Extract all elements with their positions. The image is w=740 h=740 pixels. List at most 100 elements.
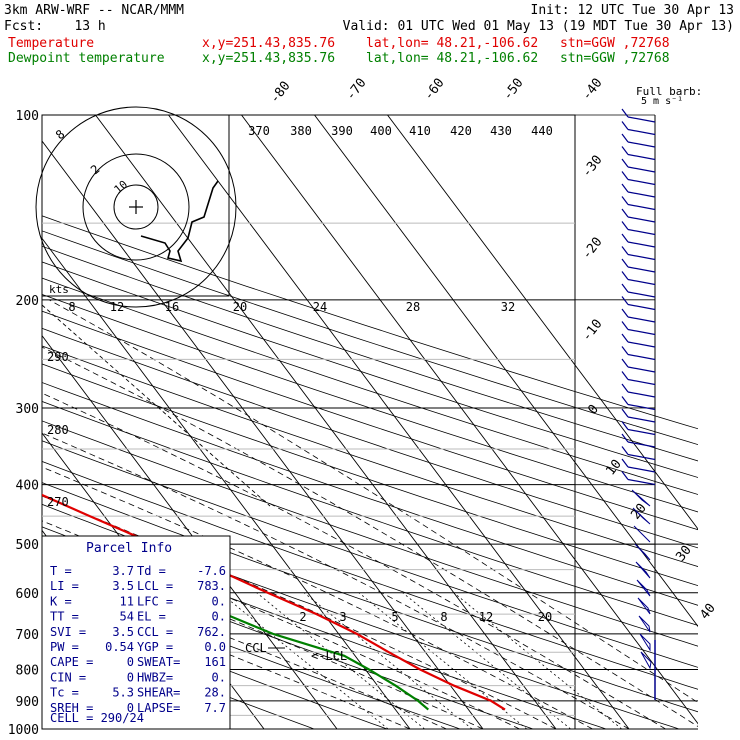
isotherm-label--60: -60 [421,76,447,104]
hodograph: kts 8 12 16 20 24 28 32 8 2 10 [35,106,515,314]
parcel-row-value: 7.7 [204,701,226,715]
parcel-row-label: SREH = [50,701,93,715]
valid-time: Valid: 01 UTC Wed 01 May 13 (19 MDT Tue … [342,19,734,34]
pressure-label-400: 400 [16,479,39,494]
parcel-row-label: SWEAT= [137,655,180,669]
dry-adiabat-360 [42,382,698,606]
isotherm-label-10: 10 [603,457,624,479]
theta-label-380: 380 [290,124,312,138]
mixing-ratio-label-12: 12 [479,610,493,624]
parcel-row-value: 0.54 [105,640,134,654]
parcel-row-label: CIN = [50,670,86,684]
parcel-row-value: 0. [212,610,226,624]
mixing-ratio-label-5: 5 [391,610,398,624]
barb-legend-title: Full barb: [636,85,702,98]
mixing-ratio-2 [219,592,389,729]
isotherm-label--70: -70 [343,76,369,104]
theta-label-410: 410 [409,124,431,138]
parcel-row-label: SHEAR= [137,686,180,700]
parcel-row-value: 0 [127,701,134,715]
parcel-row-label: HWBZ= [137,670,173,684]
theta-label-440: 440 [531,124,553,138]
parcel-row-value: 3.5 [112,625,134,639]
wind-barb [621,308,656,323]
parcel-row-value: 3.5 [112,579,134,593]
mixing-ratio-label-2: 2 [299,610,306,624]
forecast-hour: Fcst: 13 h [4,19,106,34]
wind-barb [621,133,656,148]
wind-barb [621,146,656,161]
moist-adiabat-25 [42,392,666,729]
series-line-dewpoint [42,535,430,711]
isotherm-20 [168,115,630,729]
hodograph-ring-label-outer: 8 [53,127,68,142]
parcel-row-value: 0.0 [204,640,226,654]
pressure-label-800: 800 [16,663,39,678]
parcel-row-label: PW = [50,640,79,654]
parcel-row-value: 0 [127,670,134,684]
dry-adiabat-370 [42,363,698,587]
mixing-ratio-label-20: 20 [538,610,552,624]
wind-barb-flag [632,507,651,525]
hodograph-units-label: kts [49,283,69,296]
model-title: 3km ARW-WRF -- NCAR/MMM [4,3,185,18]
barb-legend-units: 5 m s⁻¹ [641,96,683,107]
pressure-label-700: 700 [16,628,39,643]
pressure-label-200: 200 [16,294,39,309]
wind-barb-flag [639,633,651,652]
wind-barb [621,221,656,236]
pressure-label-900: 900 [16,695,39,710]
parcel-row-value: 762. [197,625,226,639]
mixing-ratio-label-8: 8 [440,610,447,624]
wind-barb [621,408,656,423]
wind-barb-flag [637,597,651,615]
parcel-row-label: Td = [137,564,166,578]
parcel-row-label: EL = [137,610,166,624]
pressure-label-600: 600 [16,587,39,602]
mixing-ratio-20 [453,592,622,729]
wind-barb [621,271,656,286]
isotherm-label--30: -30 [579,153,605,181]
wind-barb [621,158,656,173]
wind-barb [621,283,656,298]
wind-barb [621,333,656,348]
hodograph-ring-mid [82,153,190,261]
parcel-row-label: LFC = [137,594,173,608]
isotherm--10 [42,237,411,729]
theta-label-420: 420 [450,124,472,138]
isotherm-label-40: 40 [697,601,718,623]
diagonal-reference-line [42,304,271,507]
lcl-marker: <-LCL [311,649,347,663]
wind-barb-flag [640,651,652,670]
wind-barb [621,296,656,311]
parcel-row-label: CCL = [137,625,173,639]
wind-barb [621,383,656,398]
ccl-marker: CCL [245,641,267,655]
wind-barb [621,321,656,336]
mixing-ratio-3 [256,592,425,729]
hodograph-speed-12: 12 [110,300,124,314]
parcel-row-label: YGP = [137,640,173,654]
wind-barb [621,196,656,211]
hodograph-trace [140,180,219,263]
hodograph-ring-large [35,106,237,308]
isotherm--20 [42,334,338,729]
pressure-label-100: 100 [16,109,39,124]
hodograph-speed-28: 28 [406,300,420,314]
parcel-row-label: LI = [50,579,79,593]
hodograph-ring-label-mid: 2 [88,162,103,177]
theta-label-370: 370 [248,124,270,138]
parcel-row-value: 5.3 [112,686,134,700]
latlon-dew: lat,lon= 48.21,-106.62 [366,51,539,66]
parcel-row-value: 0. [212,670,226,684]
wind-barb [621,471,656,486]
mixing-ratio-5 [303,592,473,729]
parcel-info-title: Parcel Info [86,541,172,556]
isotherm-30 [241,115,698,725]
mixing-ratio-12 [402,592,571,729]
wind-barb [621,183,656,198]
parcel-row-label: Tc = [50,686,79,700]
wind-barb [621,108,656,123]
